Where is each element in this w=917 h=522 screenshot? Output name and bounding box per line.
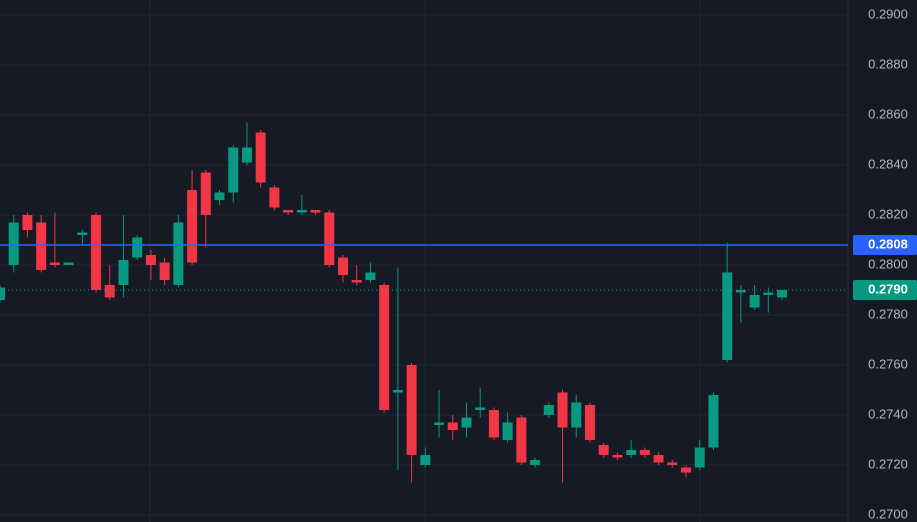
- candle-body: [8, 222, 19, 265]
- candle-body: [338, 257, 348, 275]
- candle-body: [598, 445, 609, 455]
- candle-body: [530, 460, 541, 465]
- candle-body: [653, 455, 664, 463]
- price-label-box: [853, 280, 917, 300]
- candle-body: [502, 422, 513, 440]
- candle-body: [228, 147, 239, 193]
- candle-body: [434, 422, 445, 425]
- candle-body: [351, 280, 362, 283]
- price-label-box: [853, 235, 917, 255]
- price-label: 0.2808: [868, 236, 908, 251]
- candle-body: [571, 402, 582, 428]
- candle-body: [255, 132, 266, 183]
- candle-body: [283, 210, 294, 213]
- candle-body: [516, 417, 527, 463]
- candle-body: [214, 192, 225, 200]
- candle-body: [420, 455, 431, 465]
- candle-body: [104, 285, 115, 298]
- candle-body: [557, 392, 568, 428]
- candle-body: [63, 262, 74, 265]
- candle-body: [365, 272, 376, 280]
- y-tick-label: 0.2860: [868, 106, 908, 121]
- candle-body: [269, 187, 280, 208]
- candle-body: [145, 255, 156, 265]
- y-tick-label: 0.2820: [868, 206, 908, 221]
- candle-body: [612, 455, 623, 458]
- candle-body: [36, 222, 47, 270]
- candle-body: [241, 147, 252, 163]
- y-tick-label: 0.2720: [868, 456, 908, 471]
- candle-body: [132, 237, 143, 258]
- y-tick-label: 0.2900: [868, 6, 908, 21]
- candle-body: [200, 172, 211, 215]
- candle-body: [681, 467, 691, 473]
- candle-body: [392, 390, 403, 393]
- candle-body: [475, 407, 486, 410]
- candle-body: [22, 215, 33, 230]
- candle-body: [543, 405, 554, 415]
- candle-body: [461, 417, 472, 428]
- candle-body: [91, 215, 102, 290]
- y-tick-label: 0.2880: [868, 56, 908, 71]
- candle-body: [406, 365, 417, 455]
- y-tick-label: 0.2800: [868, 256, 908, 271]
- candle-body: [159, 262, 170, 280]
- candle-body: [735, 290, 746, 293]
- candle-body: [77, 232, 88, 235]
- candle-body: [763, 292, 774, 295]
- candle-body: [379, 285, 390, 410]
- price-label: 0.2790: [868, 281, 908, 296]
- candle-body: [49, 262, 60, 265]
- candle-body: [187, 190, 198, 263]
- candle-body: [0, 287, 5, 300]
- candle-body: [447, 422, 458, 430]
- candle-body: [118, 260, 129, 285]
- candle-body: [310, 210, 321, 213]
- candle-body: [584, 405, 595, 440]
- candle-body: [296, 210, 307, 213]
- candle-body: [324, 212, 335, 265]
- y-tick-label: 0.2780: [868, 306, 908, 321]
- candle-body: [488, 410, 499, 438]
- y-tick-label: 0.2840: [868, 156, 908, 171]
- y-tick-label: 0.2760: [868, 356, 908, 371]
- y-tick-label: 0.2740: [868, 406, 908, 421]
- candle-body: [667, 462, 678, 465]
- candle-body: [708, 395, 719, 448]
- candle-body: [722, 272, 733, 360]
- candle-body: [639, 450, 650, 455]
- candle-body: [694, 447, 705, 468]
- y-tick-label: 0.2700: [868, 506, 908, 521]
- candle-body: [777, 290, 788, 298]
- candle-body: [626, 450, 637, 455]
- candle-body: [749, 295, 760, 308]
- candle-body: [173, 222, 184, 285]
